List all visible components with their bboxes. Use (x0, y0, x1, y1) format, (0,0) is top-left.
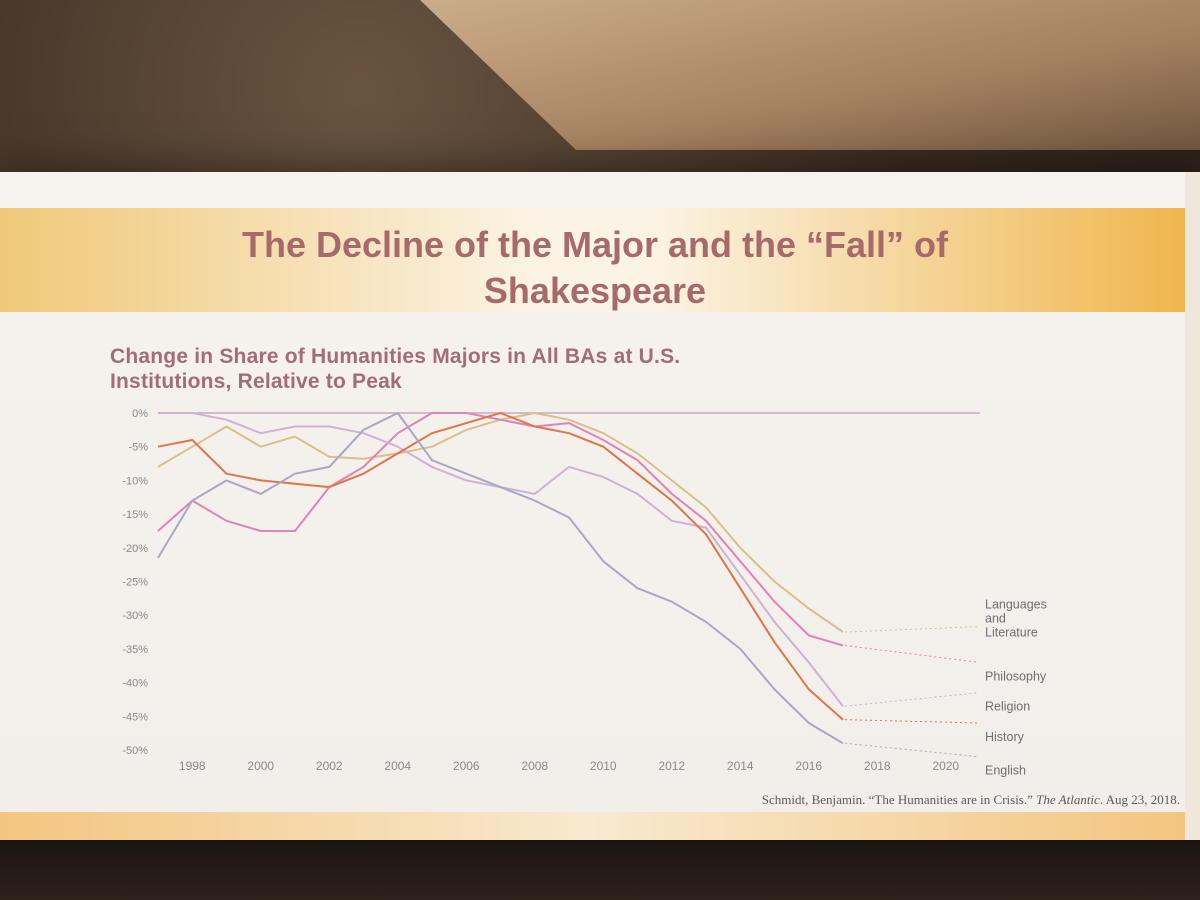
y-tick-label: -50% (122, 745, 148, 757)
chart-title: Change in Share of Humanities Majors in … (110, 344, 970, 394)
series-label-religion: Religion (985, 700, 1030, 714)
citation-prefix: Schmidt, Benjamin. “The Humanities are i… (761, 792, 1037, 807)
y-tick-label: -20% (122, 543, 148, 555)
x-tick-label: 2018 (864, 759, 891, 773)
x-tick-label: 2012 (658, 759, 685, 773)
x-tick-label: 2010 (590, 759, 617, 773)
x-tick-label: 2020 (932, 759, 959, 773)
title-band (0, 208, 1185, 312)
x-tick-label: 2000 (247, 759, 274, 773)
series-leader-languages (844, 626, 980, 633)
y-tick-label: -15% (122, 509, 148, 521)
y-tick-label: -10% (122, 475, 148, 487)
slide-title-line-1: The Decline of the Major and the “Fall” … (241, 224, 949, 265)
chart-title-line-1: Change in Share of Humanities Majors in … (110, 345, 681, 368)
ceiling (420, 0, 1200, 150)
chart-title-line-2: Institutions, Relative to Peak (110, 370, 402, 393)
series-label-philosophy: Philosophy (985, 669, 1047, 683)
citation: Schmidt, Benjamin. “The Humanities are i… (560, 792, 1180, 808)
x-tick-label: 1998 (179, 759, 206, 773)
floor (0, 840, 1200, 900)
series-leader-english (844, 742, 980, 758)
series-line-philosophy (157, 412, 844, 647)
x-tick-label: 2002 (316, 759, 343, 773)
series-label-languages: Literature (985, 626, 1038, 640)
slide: The Decline of the Major and the “Fall” … (0, 172, 1185, 840)
series-line-languages (157, 412, 844, 633)
x-tick-label: 2008 (521, 759, 548, 773)
series-line-english (157, 412, 844, 745)
y-tick-label: -30% (122, 610, 148, 622)
series-label-english: English (985, 764, 1026, 778)
series-label-languages: and (985, 612, 1006, 626)
slide-title: The Decline of the Major and the “Fall” … (60, 222, 1130, 314)
series-line-religion (158, 412, 844, 707)
y-tick-label: -45% (122, 711, 148, 723)
x-tick-label: 2004 (384, 759, 411, 773)
y-tick-label: -35% (122, 644, 148, 656)
series-label-languages: Languages (985, 598, 1047, 612)
series-leader-religion (844, 692, 980, 707)
x-tick-label: 2014 (727, 759, 754, 773)
slide-title-line-2: Shakespeare (483, 270, 707, 311)
slide-bottom-bar (0, 812, 1185, 840)
y-tick-label: -40% (122, 678, 148, 690)
y-tick-label: -5% (128, 442, 148, 454)
y-tick-label: 0% (132, 408, 148, 420)
y-tick-label: -25% (122, 577, 148, 589)
projection-screen: The Decline of the Major and the “Fall” … (0, 172, 1200, 840)
series-leader-history (844, 719, 980, 724)
series-label-history: History (985, 730, 1025, 744)
series-leader-philosophy (844, 645, 980, 663)
x-tick-label: 2006 (453, 759, 480, 773)
citation-source: The Atlantic (1036, 792, 1100, 807)
series-line-history (157, 412, 844, 721)
x-tick-label: 2016 (795, 759, 822, 773)
citation-suffix: . Aug 23, 2018. (1099, 792, 1180, 807)
